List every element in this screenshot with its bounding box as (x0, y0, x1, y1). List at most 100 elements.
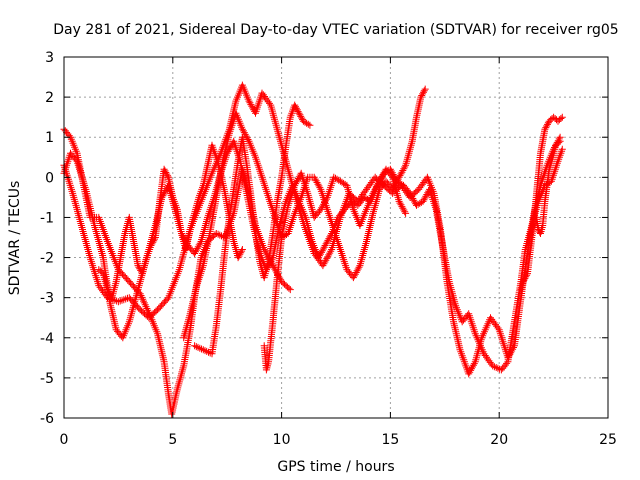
data-point (198, 345, 205, 353)
data-point (138, 293, 146, 301)
data-point (134, 262, 142, 270)
data-point (239, 127, 247, 135)
data-point (143, 305, 151, 312)
data-point (164, 172, 172, 180)
data-point (490, 363, 498, 371)
chart-title: Day 281 of 2021, Sidereal Day-to-day VTE… (53, 22, 618, 38)
data-point (238, 247, 246, 255)
data-point (293, 106, 301, 114)
data-point (248, 102, 256, 110)
data-point (114, 298, 122, 306)
data-point (291, 101, 299, 109)
series-track-e (180, 85, 429, 342)
data-point (326, 233, 334, 241)
data-point (65, 132, 73, 140)
data-point (162, 169, 170, 176)
y-tick-label: 3 (45, 50, 54, 66)
data-point (400, 165, 408, 173)
data-point (72, 156, 80, 164)
data-point (324, 253, 332, 261)
data-point (325, 235, 333, 243)
data-point (377, 176, 384, 184)
data-point (320, 260, 328, 268)
data-point (351, 270, 359, 278)
data-point (148, 240, 156, 248)
data-point (496, 365, 504, 373)
data-point (235, 252, 243, 260)
data-point (492, 364, 500, 371)
data-point (544, 120, 551, 128)
x-tick-label: 10 (273, 432, 291, 448)
data-point (556, 137, 564, 145)
data-point (291, 181, 299, 189)
y-tick-label: -3 (40, 291, 54, 307)
data-point (387, 172, 395, 180)
x-axis-label: GPS time / hours (277, 459, 394, 475)
y-tick-label: 1 (45, 130, 54, 146)
data-point (374, 181, 382, 189)
data-point (104, 286, 111, 294)
data-point (295, 109, 303, 117)
data-point (242, 132, 250, 140)
data-point (558, 145, 566, 153)
x-tick-label: 20 (490, 432, 508, 448)
data-point (317, 250, 324, 258)
data-point (216, 231, 224, 239)
ticks-layer: 0 5 10 15 20 25 -6 -5 -4 -3 -2 -1 0 1 2 3 (40, 50, 617, 448)
data-point (192, 343, 200, 351)
data-point (469, 363, 476, 371)
data-point (294, 176, 301, 184)
data-point (406, 189, 414, 197)
data-point (140, 297, 147, 305)
data-point (322, 195, 330, 203)
data-point (191, 250, 199, 257)
data-point (541, 125, 549, 133)
data-point (285, 284, 293, 292)
data-point (520, 276, 528, 284)
series-track-i (532, 137, 564, 237)
data-point (266, 99, 273, 107)
data-point (327, 247, 335, 255)
plot-frame (63, 56, 609, 419)
y-tick-label: -2 (40, 251, 54, 267)
data-point (116, 297, 124, 305)
data-point (141, 301, 149, 309)
data-point (420, 196, 428, 204)
data-point (543, 122, 551, 130)
data-point (320, 200, 328, 208)
data-point (298, 114, 306, 122)
data-point (149, 238, 157, 246)
data-point (519, 278, 527, 286)
data-point (294, 108, 302, 116)
data-point (196, 239, 204, 247)
data-point (236, 250, 244, 258)
data-point (409, 195, 417, 202)
series-track-d (95, 141, 246, 302)
y-axis-label: SDTVAR / TECUs (7, 181, 23, 296)
data-point (379, 171, 387, 178)
x-tick-label: 0 (60, 432, 69, 448)
data-point (201, 347, 209, 355)
data-point (397, 201, 405, 209)
data-point (306, 121, 314, 129)
y-tick-label: -5 (40, 371, 54, 387)
data-point (521, 274, 529, 282)
data-point (304, 120, 312, 128)
marks-layer (60, 81, 566, 418)
data-point (354, 265, 362, 273)
data-point (419, 90, 427, 98)
data-point (214, 230, 222, 238)
data-point (326, 249, 334, 257)
data-point (470, 360, 478, 368)
data-point (523, 271, 531, 279)
y-tick-label: -6 (40, 411, 54, 427)
data-point (150, 237, 158, 245)
series-track-h (517, 113, 566, 294)
data-point (163, 170, 171, 178)
data-point (199, 346, 207, 354)
data-point (322, 240, 330, 248)
data-point (311, 175, 319, 183)
data-point (245, 97, 253, 105)
data-point (191, 342, 199, 350)
